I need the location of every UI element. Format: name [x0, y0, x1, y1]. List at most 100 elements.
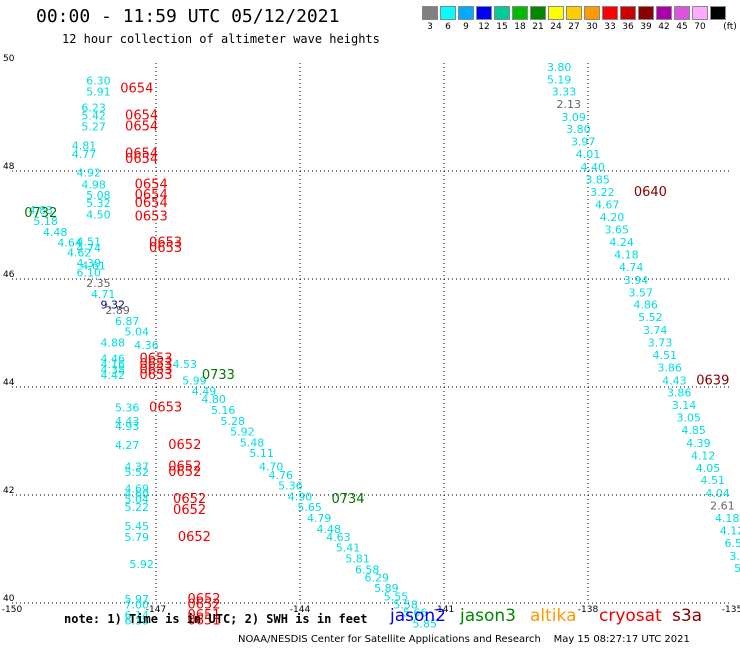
colorbar-label: 33: [604, 22, 616, 32]
colorbar-label: 9: [463, 22, 469, 32]
wave-height-value: 4.49: [192, 385, 217, 398]
wave-height-value: 3.85: [585, 173, 610, 186]
wave-height-value: 4.51: [653, 349, 678, 362]
colorbar-swatch: [692, 6, 708, 20]
pass-time-label: 0653: [139, 363, 172, 378]
y-tick-label: 48: [3, 162, 15, 172]
colorbar-label: 30: [586, 22, 598, 32]
wave-height-value: 4.67: [595, 198, 620, 211]
wave-height-value: 4.86: [633, 299, 658, 312]
pass-time-label: 0654: [135, 188, 168, 203]
colorbar-swatch: [602, 6, 618, 20]
wave-height-value: 5.04: [125, 326, 150, 339]
colorbar-swatch: [530, 6, 546, 20]
pass-time-label: 0651: [187, 614, 220, 629]
wave-height-value: 4.12: [691, 449, 716, 462]
wave-height-value: 4.63: [326, 531, 351, 544]
x-tick-label: -147: [146, 605, 166, 615]
wave-height-value: 5.92: [129, 558, 154, 571]
wave-height-value: 5.92: [230, 426, 255, 439]
wave-height-value: 4.62: [67, 246, 92, 259]
colorbar-label: 39: [640, 22, 652, 32]
colorbar-label: 3: [427, 22, 433, 32]
wave-height-value: 4.92: [77, 166, 102, 179]
pass-time-label: 0652: [168, 465, 201, 480]
wave-height-value: 9.32: [101, 299, 126, 312]
wave-height-value: 3.14: [672, 399, 697, 412]
wave-height-value: 6.29: [365, 571, 390, 584]
wave-height-value: 6.23: [81, 102, 106, 115]
wave-height-value: 4.27: [115, 439, 140, 452]
x-tick-label: -141: [434, 605, 454, 615]
pass-time-label: 0652: [173, 503, 206, 518]
wave-height-value: 4.18: [614, 248, 639, 261]
wave-height-value: 4.88: [101, 337, 126, 350]
wave-height-value: 4.98: [81, 178, 106, 191]
wave-height-value: 5.91: [86, 85, 111, 98]
wave-height-value: 4.64: [57, 237, 82, 250]
wave-height-value: 4.38: [101, 364, 126, 377]
colorbar-swatch: [422, 6, 438, 20]
colorbar-swatch: [656, 6, 672, 20]
colorbar-label: 21: [532, 22, 544, 32]
wave-height-value: 5.52: [125, 466, 150, 479]
wave-height-value: 5.79: [125, 531, 150, 544]
wave-height-value: 3.22: [590, 186, 615, 199]
wave-height-value: 4.12: [720, 524, 740, 537]
pass-time-label: 0653: [149, 236, 182, 251]
colorbar-label: 12: [478, 22, 490, 32]
pass-time-label: 0734: [331, 492, 364, 507]
wave-height-value: 4.36: [134, 339, 159, 352]
wave-height-value: 3.57: [629, 286, 654, 299]
colorbar-swatch: [548, 6, 564, 20]
wave-height-value: 4.80: [201, 393, 226, 406]
wave-height-value: 6.14: [125, 609, 150, 622]
x-tick-label: -138: [578, 605, 599, 615]
wave-height-value: 4.74: [77, 242, 102, 255]
wave-height-value: 4.43: [662, 374, 687, 387]
wave-height-value: 5.85: [413, 617, 438, 630]
map-subtitle: 12 hour collection of altimeter wave hei…: [62, 32, 380, 46]
wave-height-value: 5.65: [297, 501, 322, 514]
wave-height-value: 5.18: [33, 215, 58, 228]
wave-height-value: 6.38: [125, 615, 150, 628]
pass-time-label: 0732: [24, 206, 57, 221]
colorbar-label: 36: [622, 22, 634, 32]
wave-height-value: 7.00: [125, 598, 150, 611]
wave-height-value: 6.87: [115, 315, 140, 328]
pass-time-label: 0654: [125, 109, 158, 124]
wave-height-value: 5.99: [182, 374, 207, 387]
wave-height-value: 4.46: [101, 353, 126, 366]
wave-height-value: 6.53: [725, 537, 740, 550]
pass-time-label: 0654: [135, 196, 168, 211]
colorbar-swatch: [638, 6, 654, 20]
wave-height-value: 4.42: [101, 369, 126, 382]
pass-time-label: 0652: [168, 438, 201, 453]
wave-height-value: 5.55: [384, 590, 409, 603]
colorbar-swatch: [710, 6, 726, 20]
pass-time-label: 0652: [168, 460, 201, 475]
wave-height-value: 3.86: [657, 361, 682, 374]
colorbar-swatch: [494, 6, 510, 20]
wave-height-value: 5.52: [638, 311, 663, 324]
wave-height-value: 5.19: [547, 74, 572, 87]
wave-height-value: 5.28: [221, 415, 246, 428]
colorbar-label: 27: [568, 22, 580, 32]
pass-time-label: 0652: [187, 597, 220, 612]
colorbar-label: 70: [694, 22, 706, 32]
wave-height-value: 4.51: [701, 474, 726, 487]
pass-time-label: 0652: [187, 592, 220, 607]
wave-height-value: 2.61: [710, 500, 735, 513]
pass-time-label: 0653: [149, 241, 182, 256]
wave-height-value: 4.61: [81, 259, 106, 272]
wave-height-value: 4.83: [29, 204, 54, 217]
x-tick-label: -135: [722, 605, 740, 615]
wave-height-value: 4.39: [686, 437, 711, 450]
wave-height-value: 4.40: [581, 161, 606, 174]
wave-height-value: 4.71: [91, 288, 116, 301]
pass-time-label: 0733: [202, 368, 235, 383]
wave-height-value: 3.65: [605, 224, 630, 237]
wave-height-value: 5.32: [86, 197, 111, 210]
y-tick-label: 46: [3, 270, 15, 280]
